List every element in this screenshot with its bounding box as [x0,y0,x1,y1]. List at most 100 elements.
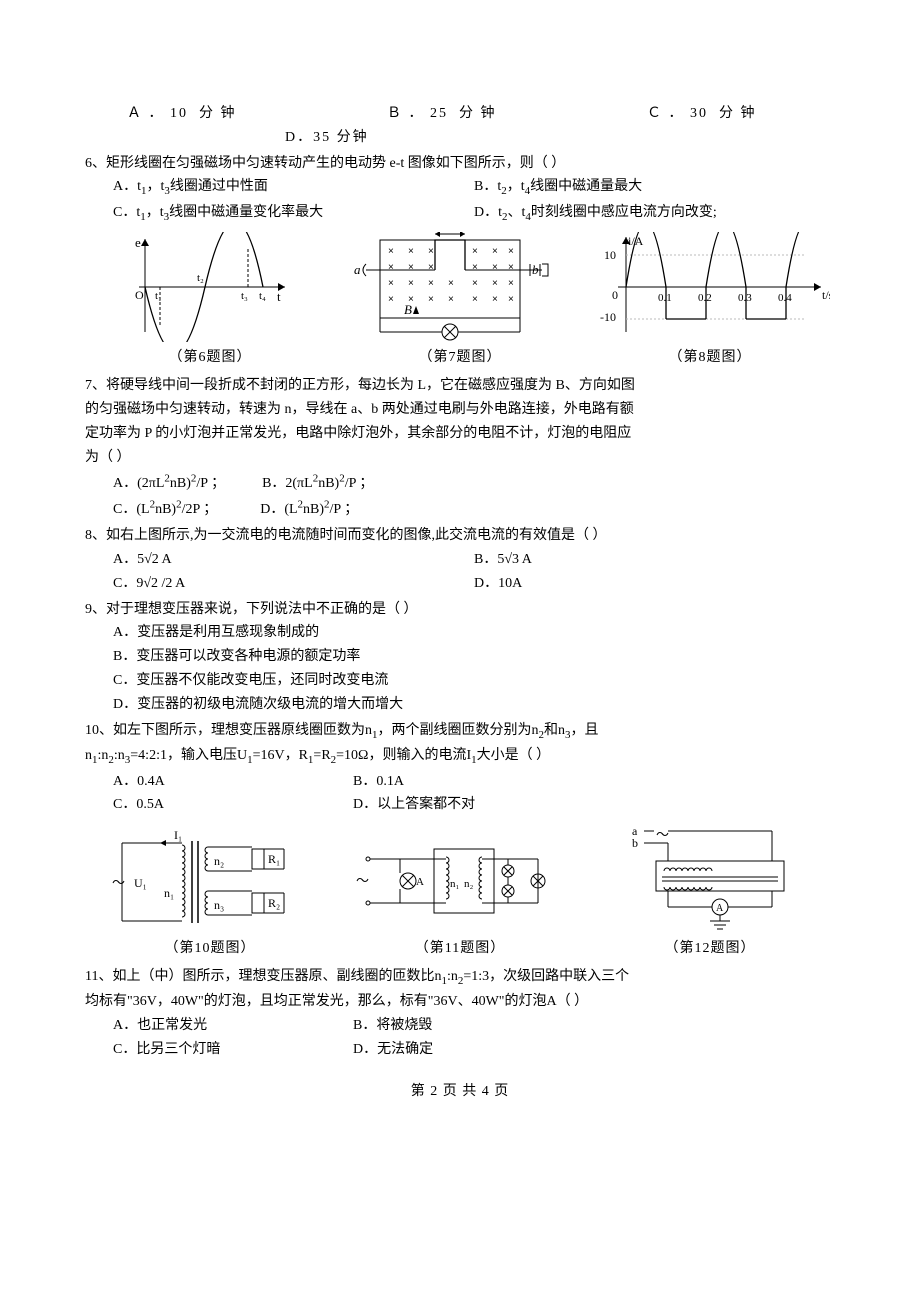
svg-text:n₂: n₂ [464,878,474,890]
svg-text:×: × [428,246,434,257]
q9-stem: 9、对于理想变压器来说，下列说法中不正确的是（ ） [85,598,835,622]
fig6-cell: e t O t₁ t₂ t₃ t₄ （第6题图） [85,232,335,370]
fig12-cell: a b ～ A [585,823,835,961]
q8-opt-b: B．5√3 A [474,548,835,572]
svg-text:×: × [472,278,478,289]
svg-text:n₃: n₃ [214,898,224,912]
svg-text:×: × [508,294,514,305]
svg-text:×: × [448,278,454,289]
svg-text:t₃: t₃ [241,290,248,302]
fig12-svg: a b ～ A [620,823,800,933]
q8-opt-a: A．5√2 A [113,548,474,572]
q7-opt-a: A．(2πL2nB)2/P ； [113,476,229,491]
svg-text:×: × [508,262,514,273]
q7-line2: 的匀强磁场中匀速转动，转速为 n，导线在 a、b 两处通过电刷与外电路连接，外电… [85,398,835,422]
svg-text:～: ～ [356,873,369,888]
svg-text:×: × [472,262,478,273]
fig10-cell: ～ I₁ U₁ n₁ n₂ R₁ [85,823,335,961]
fig8-caption: （第8题图） [585,346,835,370]
svg-text:i/A: i/A [628,234,644,248]
q6-stem: 6、矩形线圈在匀强磁场中匀速转动产生的电动势 e-t 图像如下图所示，则（ ） [85,152,835,176]
q11: 11、如上（中）图所示，理想变压器原、副线圈的匝数比n1:n2=1:3，次级回路… [85,965,835,1062]
q5-opt-b: Ｂ ． 25 分 钟 [387,102,647,126]
q10-line1: 10、如左下图所示，理想变压器原线圈匝数为n1，两个副线圈匝数分别为n2和n3，… [85,719,835,744]
q7-line4: 为（ ） [85,446,835,470]
q9-opt-a: A．变压器是利用互感现象制成的 [85,621,835,645]
q5-opt-d: D．35 分钟 [85,126,835,150]
svg-text:0.4: 0.4 [778,292,792,304]
svg-text:×: × [388,262,394,273]
svg-text:A: A [716,903,724,914]
svg-text:R₂: R₂ [268,896,280,910]
q11-opt-d: D．无法确定 [353,1038,835,1062]
svg-text:0.1: 0.1 [658,292,672,304]
svg-text:×: × [448,294,454,305]
fig12-caption: （第12题图） [585,937,835,961]
svg-text:B: B [404,302,412,317]
q7-line3: 定功率为 P 的小灯泡并正常发光，电路中除灯泡外，其余部分的电阻不计，灯泡的电阻… [85,422,835,446]
q7-opt-c: C．(L2nB)2/2P ； [113,502,221,517]
svg-text:～: ～ [656,827,669,842]
q6-opt-d: D．t2、t4时刻线圈中感应电流方向改变; [474,201,835,226]
svg-text:×: × [508,246,514,257]
q8: 8、如右上图所示,为一交流电的电流随时间而变化的图像,此交流电流的有效值是（ ）… [85,524,835,595]
fig8-svg: 10 0 -10 0.1 0.2 0.3 0.4 i/A t/s [590,232,830,342]
figures-row-2: ～ I₁ U₁ n₁ n₂ R₁ [85,823,835,961]
svg-text:×: × [492,262,498,273]
fig7-cell: ×××××× ×××××× ××××××× ××××××× l a b B [335,232,585,370]
svg-text:×: × [492,294,498,305]
fig10-svg: ～ I₁ U₁ n₁ n₂ R₁ [110,823,310,933]
q9-opt-b: B．变压器可以改变各种电源的额定功率 [85,645,835,669]
svg-text:O: O [135,288,144,302]
svg-text:l: l [445,232,449,234]
q11-opt-c: C．比另三个灯暗 [113,1038,353,1062]
q5-remaining: Ａ ． 10 分 钟 Ｂ ． 25 分 钟 Ｃ ． 30 分 钟 D．35 分钟 [85,102,835,150]
q10: 10、如左下图所示，理想变压器原线圈匝数为n1，两个副线圈匝数分别为n2和n3，… [85,719,835,818]
q6-opt-a: A．t1，t3线圈通过中性面 [113,175,474,200]
q7-opt-b: B．2(πL2nB)2/P ； [262,476,373,491]
fig6-caption: （第6题图） [85,346,335,370]
svg-text:t₂: t₂ [197,272,204,284]
q10-opt-d: D．以上答案都不对 [353,793,835,817]
figures-row-1: e t O t₁ t₂ t₃ t₄ （第6题图） × × × × × × × × × × × × ×… [85,232,835,370]
svg-text:e: e [135,235,141,250]
q9-opt-d: D．变压器的初级电流随次级电流的增大而增大 [85,693,835,717]
svg-text:t₄: t₄ [259,290,266,302]
svg-text:×: × [428,294,434,305]
q5-opt-c: Ｃ ． 30 分 钟 [647,102,757,126]
svg-text:×: × [508,278,514,289]
fig10-caption: （第10题图） [85,937,335,961]
q7: 7、将硬导线中间一段折成不封闭的正方形，每边长为 L，它在磁感应强度为 B、方向… [85,374,835,522]
svg-text:×: × [428,278,434,289]
svg-text:a: a [354,262,361,277]
q10-line2: n1:n2:n3=4:2:1，输入电压U1=16V，R1=R2=10Ω，则输入的… [85,744,835,769]
svg-text:t/s: t/s [822,288,830,302]
svg-text:-10: -10 [600,310,616,324]
q8-opt-d: D．10A [474,572,835,596]
q8-stem: 8、如右上图所示,为一交流电的电流随时间而变化的图像,此交流电流的有效值是（ ） [85,524,835,548]
q10-opt-c: C．0.5A [113,793,353,817]
svg-text:0: 0 [612,288,618,302]
svg-text:n₁: n₁ [164,886,174,900]
svg-text:×: × [388,294,394,305]
svg-text:×: × [388,278,394,289]
svg-text:×: × [492,246,498,257]
svg-text:×: × [472,246,478,257]
q11-opt-a: A．也正常发光 [113,1014,353,1038]
svg-text:×: × [408,262,414,273]
svg-text:×: × [428,262,434,273]
svg-text:～: ～ [112,875,125,890]
q9-opt-c: C．变压器不仅能改变电压，还同时改变电流 [85,669,835,693]
q6-opt-c: C．t1，t3线圈中磁通量变化率最大 [113,201,474,226]
svg-text:0.2: 0.2 [698,292,712,304]
q7-line1: 7、将硬导线中间一段折成不封闭的正方形，每边长为 L，它在磁感应强度为 B、方向… [85,374,835,398]
q7-opt-d: D．(L2nB)2/P ； [260,502,358,517]
q11-opt-b: B．将被烧毁 [353,1014,835,1038]
svg-text:n₁: n₁ [450,878,460,890]
q11-line2: 均标有"36V，40W"的灯泡，且均正常发光，那么，标有"36V、40W"的灯泡… [85,990,835,1014]
svg-text:t: t [277,289,281,304]
svg-text:I₁: I₁ [174,828,182,842]
fig6-svg: e t O t₁ t₂ t₃ t₄ [125,232,295,342]
q8-opt-c: C．9√2 /2 A [113,572,474,596]
svg-text:A: A [416,876,424,888]
